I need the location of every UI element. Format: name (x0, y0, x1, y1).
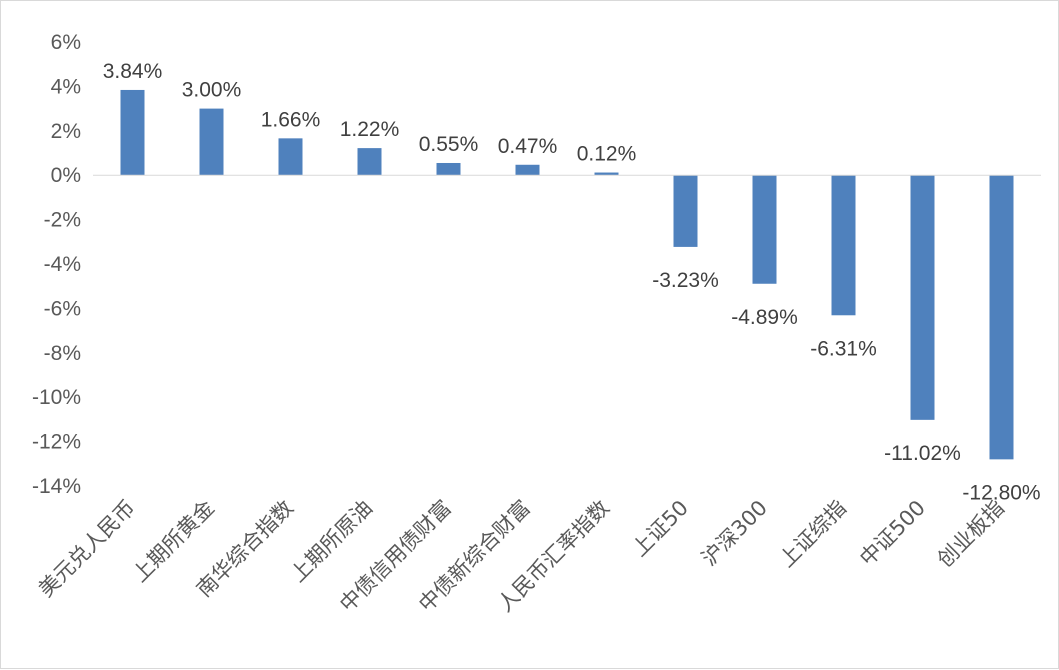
bar (752, 175, 777, 284)
y-tick-label: -4% (44, 253, 81, 276)
y-tick-label: -6% (44, 297, 81, 320)
bar (594, 172, 619, 176)
data-label: 3.00% (182, 79, 242, 102)
data-label: 0.47% (498, 135, 558, 158)
x-tick-label: 上证50 (627, 496, 693, 562)
y-tick-label: 6% (51, 31, 81, 54)
x-tick-label: 美元兑人民币 (34, 496, 140, 602)
bar (515, 164, 540, 176)
data-labels: 3.84% 3.00% 1.66% 1.22% 0.55% 0.47% 0.12% -3.23… (103, 60, 1041, 504)
bar (910, 175, 935, 420)
bar (199, 108, 224, 176)
y-tick-label: 2% (51, 120, 81, 143)
data-label: -3.23% (652, 269, 719, 292)
y-tick-label: 0% (51, 164, 81, 187)
data-label: 3.84% (103, 60, 163, 83)
y-axis: 6% 4% 2% 0% -2% -4% -6% -8% -10% -12% -14% (32, 31, 81, 498)
data-label: -12.80% (962, 481, 1040, 504)
x-tick-label: 沪深300 (697, 496, 772, 571)
data-label: 1.66% (261, 108, 321, 131)
bar (989, 175, 1014, 460)
data-label: -4.89% (731, 306, 798, 329)
data-label: 1.22% (340, 118, 400, 141)
y-tick-label: -14% (32, 475, 81, 498)
x-tick-label: 创业板指 (933, 496, 1009, 572)
bar (278, 138, 303, 176)
bar (120, 89, 145, 176)
data-label: -6.31% (810, 337, 877, 360)
bar (357, 148, 382, 176)
data-label: -11.02% (884, 442, 961, 465)
x-axis: 美元兑人民币上期所黄金南华综合指数上期所原油中债信用债财富中债新综合财富人民币汇… (34, 496, 1009, 617)
y-tick-label: -12% (32, 431, 81, 454)
bar (831, 175, 856, 316)
y-tick-label: 4% (51, 75, 81, 98)
data-label: 0.12% (577, 143, 637, 166)
y-tick-label: -10% (32, 386, 81, 409)
x-tick-label: 中证500 (855, 496, 930, 571)
bar (436, 162, 461, 176)
bar (673, 175, 698, 247)
y-tick-label: -8% (44, 342, 81, 365)
y-tick-label: -2% (44, 209, 81, 232)
bar-series (120, 89, 1014, 460)
data-label: 0.55% (419, 133, 479, 156)
x-tick-label: 上证综指 (775, 496, 851, 572)
